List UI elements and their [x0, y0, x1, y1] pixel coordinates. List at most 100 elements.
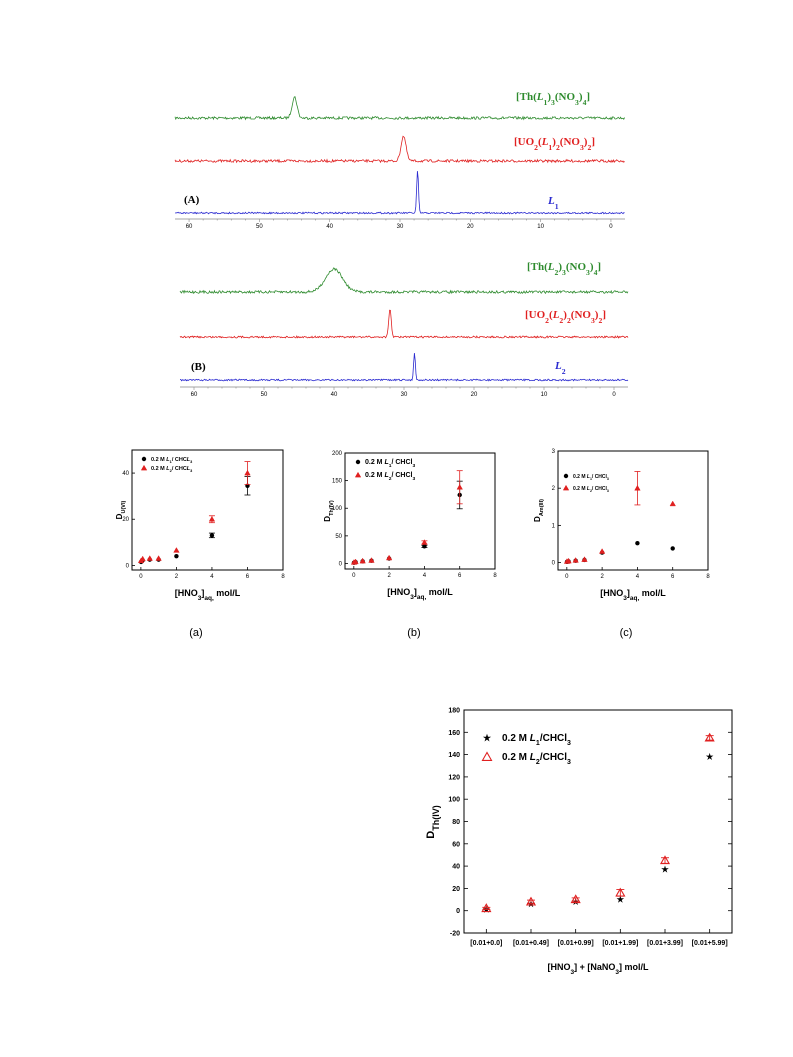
- circle-marker: [209, 533, 215, 538]
- triangle-open-marker: [704, 732, 715, 742]
- plot-b-thorium: 0 2 4 6 8 0 50 100 150 200 0.2 M L1/ CHCl3 0.2 M L2…: [323, 451, 497, 639]
- y-tick-label: 0: [339, 561, 343, 567]
- legend-marker: [481, 751, 493, 761]
- ppm-tick-label: 30: [397, 224, 404, 230]
- spectrum-trace-0: [174, 96, 625, 121]
- plot-frame: [557, 450, 709, 571]
- y-tick-label: 50: [335, 534, 342, 540]
- triangle-marker: [208, 515, 216, 522]
- trace-label-2: L1: [547, 195, 559, 211]
- x-tick-label: 6: [458, 573, 462, 579]
- y-tick-label: 20: [122, 517, 129, 523]
- plot-frame: [131, 449, 284, 571]
- x-axis-label: [HNO3]aq, mol/L: [175, 588, 241, 602]
- triangle-marker: [598, 548, 606, 554]
- y-axis-label: DAm(III): [533, 499, 545, 522]
- legend-label: 0.2 M L1/CHCl3: [502, 733, 571, 747]
- ppm-tick-label: 40: [331, 392, 338, 398]
- y-tick-label: 140: [448, 752, 460, 759]
- triangle-marker: [139, 555, 146, 562]
- y-tick-label: 3: [552, 449, 556, 455]
- nmr-panel-b: [Th(L2)3(NO3)4] [UO2(L2)2(NO3)2] L2 60 50 40 3…: [179, 261, 629, 398]
- ppm-tick-label: 0: [609, 224, 613, 230]
- triangle-marker: [368, 557, 375, 563]
- legend-label: 0.2 M L1/ CHCL3: [151, 457, 192, 464]
- triangle-marker: [565, 557, 572, 564]
- spectrum-trace-1: [174, 135, 625, 164]
- x-tick-label: 2: [175, 574, 179, 580]
- legend-marker: [562, 484, 570, 491]
- ppm-tick-label: 20: [467, 224, 474, 230]
- ppm-tick-label: 0: [612, 392, 616, 398]
- star-marker: [661, 865, 669, 873]
- ppm-tick-label: 30: [401, 392, 408, 398]
- legend-label: 0.2 M L2/ CHCl3: [573, 486, 609, 493]
- circle-marker: [670, 546, 675, 551]
- y-tick-label: 40: [122, 471, 129, 477]
- legend-label: 0.2 M L1/ CHCl3: [573, 474, 609, 481]
- x-tick-label: 8: [493, 573, 497, 579]
- nmr-panel-a: [Th(L1)3(NO3)4] [UO2(L1)2(NO3)2] L1 60 50 40 3…: [174, 91, 625, 230]
- trace-label-0: [Th(L2)3(NO3)4]: [527, 261, 601, 277]
- y-tick-label: -20: [450, 931, 460, 938]
- triangle-marker: [572, 557, 579, 563]
- x-tick-label: [0.01+3.99]: [647, 940, 683, 947]
- triangle-marker: [385, 554, 393, 561]
- triangle-open-marker: [525, 896, 537, 906]
- panel-label: (A): [184, 194, 200, 206]
- triangle-marker: [146, 555, 153, 561]
- y-tick-label: 1: [552, 523, 556, 529]
- y-tick-label: 2: [552, 486, 556, 492]
- y-tick-label: 0: [456, 908, 460, 915]
- triangle-marker: [456, 483, 463, 490]
- ppm-tick-label: 40: [326, 224, 333, 230]
- triangle-open-marker: [659, 855, 671, 865]
- y-tick-label: 80: [452, 819, 460, 826]
- x-tick-label: [0.01+0.99]: [558, 940, 594, 947]
- triangle-marker: [173, 547, 180, 553]
- x-tick-label: 6: [246, 574, 250, 580]
- triangle-marker: [669, 500, 676, 507]
- y-tick-label: 0: [552, 561, 556, 567]
- x-tick-label: 2: [387, 573, 391, 579]
- y-tick-label: 100: [332, 506, 343, 512]
- star-marker: [705, 752, 714, 760]
- triangle-open-marker: [481, 903, 492, 913]
- plot-a-uranium: 0 2 4 6 8 0 20 40 0.2 M L1/ CHCL3 0.2 M L2/ CHCL3…: [115, 449, 285, 639]
- legend-label: 0.2 M L1/ CHCl3: [365, 459, 415, 469]
- panel-caption: (a): [189, 627, 202, 639]
- plot-d-thorium-nitrate: -20 0 20 40 60 80 100 120 140 160 180 [0.01+0.0] [0.…: [425, 708, 733, 976]
- legend-marker: [482, 733, 492, 742]
- spectrum-trace-2: [180, 352, 629, 382]
- trace-label-1: [UO2(L2)2(NO3)2]: [525, 309, 606, 325]
- panel-caption: (c): [620, 627, 633, 639]
- x-tick-label: 2: [600, 574, 604, 580]
- triangle-marker: [581, 556, 588, 562]
- triangle-open-marker: [615, 887, 626, 897]
- x-tick-label: 0: [565, 574, 569, 580]
- legend-marker: [140, 464, 148, 471]
- trace-label-2: L2: [554, 360, 566, 376]
- x-tick-label: 4: [636, 574, 640, 580]
- x-tick-label: 0: [139, 574, 143, 580]
- spectrum-trace-1: [179, 309, 629, 339]
- x-tick-label: 8: [706, 574, 710, 580]
- y-axis-label: DU(VI): [115, 501, 127, 520]
- legend-marker: [141, 456, 147, 462]
- legend-marker: [563, 473, 569, 479]
- trace-label-0: [Th(L1)3(NO3)4]: [516, 91, 590, 107]
- ppm-tick-label: 60: [191, 392, 198, 398]
- legend-label: 0.2 M L2/CHCl3: [502, 752, 571, 766]
- x-tick-label: [0.01+5.99]: [692, 940, 728, 947]
- triangle-open-marker: [570, 894, 581, 904]
- x-tick-label: [0.01+0.0]: [470, 940, 502, 947]
- y-tick-label: 180: [448, 708, 460, 715]
- ppm-tick-label: 50: [261, 392, 268, 398]
- panel-caption: (b): [407, 627, 420, 639]
- y-tick-label: 160: [448, 730, 460, 737]
- x-axis-label: [HNO3]aq, mol/L: [600, 588, 666, 602]
- plot-c-americium: 0 2 4 6 8 0 1 2 3 0.2 M L1/ CHCl3 0.2 M L2/ CHCl3 […: [533, 449, 710, 639]
- x-tick-label: 4: [423, 573, 427, 579]
- legend-marker: [354, 471, 362, 478]
